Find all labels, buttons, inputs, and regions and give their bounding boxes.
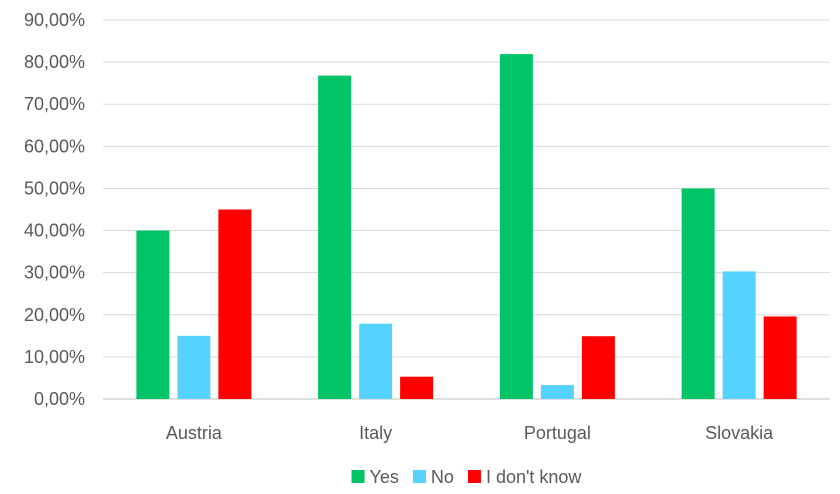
bar-slovakia-yes	[681, 188, 715, 399]
bars	[136, 54, 797, 400]
y-tick-label: 10,00%	[24, 347, 85, 367]
category-label: Italy	[359, 423, 392, 443]
bar-slovakia-i-don-t-know	[763, 316, 797, 399]
y-tick-label: 30,00%	[24, 263, 85, 283]
bar-slovakia-no	[722, 271, 756, 399]
category-label: Portugal	[524, 423, 591, 443]
bar-italy-yes	[318, 75, 352, 399]
gridlines	[103, 19, 830, 400]
legend-swatch	[351, 470, 365, 483]
legend-label: I don't know	[486, 467, 582, 487]
bar-austria-yes	[136, 230, 170, 399]
y-tick-label: 50,00%	[24, 178, 85, 198]
y-tick-label: 40,00%	[24, 221, 85, 241]
legend-swatch	[412, 470, 426, 483]
bar-italy-no	[359, 323, 393, 399]
legend-swatch	[467, 470, 481, 483]
legend-label: Yes	[370, 467, 399, 487]
bar-portugal-yes	[499, 54, 533, 400]
bar-portugal-no	[540, 385, 574, 399]
bar-italy-i-don-t-know	[400, 376, 434, 399]
y-tick-label: 90,00%	[24, 10, 85, 30]
y-tick-label: 60,00%	[24, 136, 85, 156]
bar-portugal-i-don-t-know	[581, 336, 615, 399]
y-axis-tick-labels: 0,00% 10,00% 20,00% 30,00% 40,00% 50,00% 60,00…	[24, 10, 85, 409]
bar-austria-no	[177, 335, 211, 399]
y-tick-label: 20,00%	[24, 305, 85, 325]
y-tick-label: 80,00%	[24, 52, 85, 72]
y-tick-label: 0,00%	[34, 389, 85, 409]
y-tick-label: 70,00%	[24, 94, 85, 114]
x-axis-category-labels: Austria Italy Portugal Slovakia	[166, 423, 774, 443]
category-label: Austria	[166, 423, 223, 443]
category-label: Slovakia	[705, 423, 774, 443]
bar-austria-i-don-t-know	[218, 209, 252, 399]
legend-label: No	[431, 467, 454, 487]
legend: Yes No I don't know	[351, 467, 582, 487]
